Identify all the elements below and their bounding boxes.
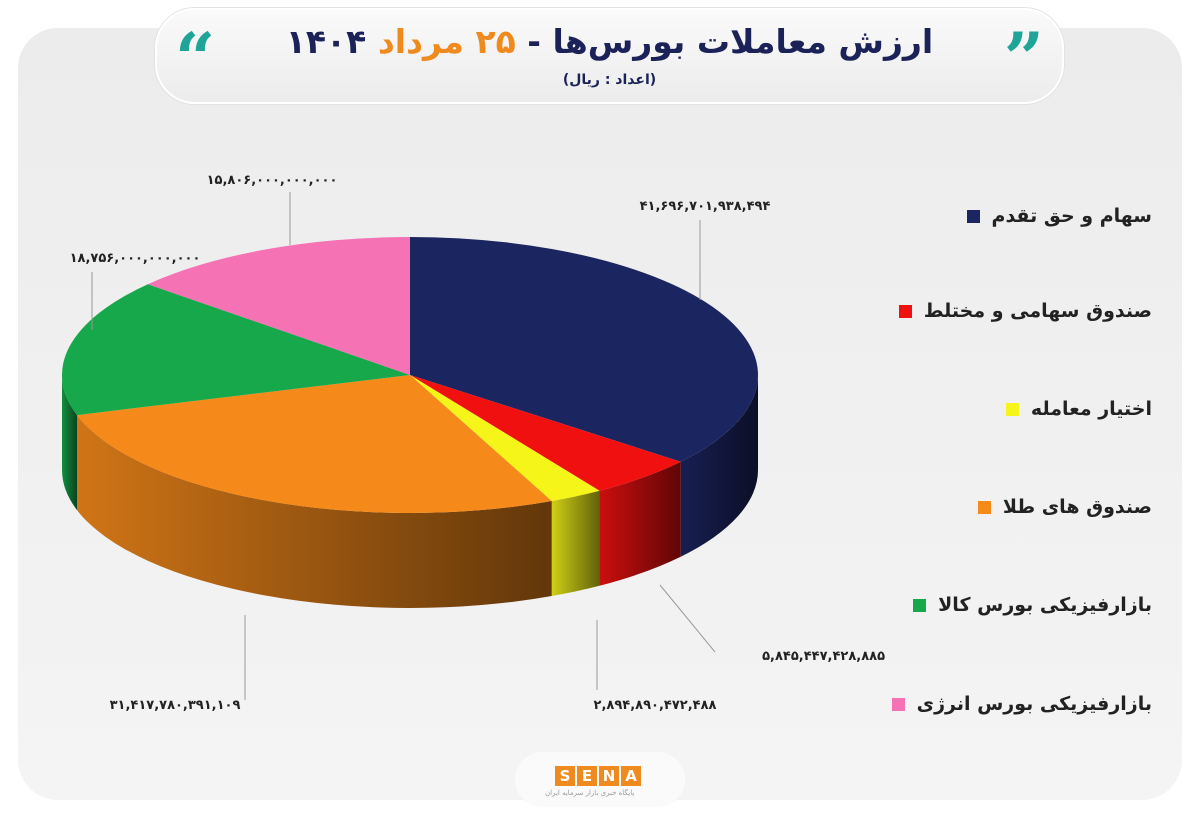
legend-label: صندوق های طلا <box>1002 496 1152 518</box>
legend-label: بازارفیزیکی بورس کالا <box>938 594 1152 616</box>
logo-letter: N <box>599 766 619 786</box>
legend-swatch <box>891 697 905 711</box>
title-year: ۱۴۰۴ <box>285 22 367 61</box>
pie-slice-side <box>62 375 77 511</box>
logo-letter: S <box>555 766 575 786</box>
pie-slice <box>62 284 410 416</box>
data-label: ۱۵,۸۰۶,۰۰۰,۰۰۰,۰۰۰ <box>207 173 338 188</box>
title-main: ارزش معاملات بورس‌ها - <box>515 22 934 61</box>
logo-letter: A <box>621 766 641 786</box>
legend-swatch <box>977 500 991 514</box>
pie-slice <box>76 375 552 514</box>
data-label: ۲,۸۹۴,۸۹۰,۴۷۲,۴۸۸ <box>594 698 717 713</box>
data-label: ۳۱,۴۱۷,۷۸۰,۳۹۱,۱۰۹ <box>110 698 241 713</box>
legend-swatch <box>898 304 912 318</box>
legend-item: بازارفیزیکی بورس انرژی <box>891 693 1152 715</box>
data-label: ۱۸,۷۵۶,۰۰۰,۰۰۰,۰۰۰ <box>70 251 201 266</box>
legend-swatch <box>1005 402 1019 416</box>
pie-slice-side <box>599 461 681 586</box>
close-quote-icon: ” <box>1003 17 1044 100</box>
open-quote-icon: “ <box>175 17 216 100</box>
title-date: ۲۵ مرداد <box>377 22 516 61</box>
legend-label: بازارفیزیکی بورس انرژی <box>916 693 1152 715</box>
legend-label: اختیار معامله <box>1030 398 1152 420</box>
pie-slice <box>410 375 600 502</box>
pie-slice-side <box>680 375 758 557</box>
title-card: “ ” ارزش معاملات بورس‌ها - ۲۵ مرداد ۱۴۰۴… <box>155 8 1064 104</box>
chart-title: ارزش معاملات بورس‌ها - ۲۵ مرداد ۱۴۰۴ <box>157 22 1062 61</box>
pie-slice-side <box>551 490 600 597</box>
legend-swatch <box>966 209 980 223</box>
legend-item: صندوق های طلا <box>977 496 1152 518</box>
pie-slice <box>147 237 410 375</box>
legend-swatch <box>913 598 927 612</box>
data-label: ۴۱,۶۹۶,۷۰۱,۹۳۸,۴۹۴ <box>640 199 771 214</box>
chart-subtitle: (اعداد : ریال) <box>562 72 657 88</box>
legend-item: اختیار معامله <box>1005 398 1152 420</box>
pie-slice-side <box>76 415 552 608</box>
data-label: ۵,۸۴۵,۴۴۷,۴۲۸,۸۸۵ <box>762 649 885 664</box>
pie-slice <box>410 237 758 462</box>
legend-label: سهام و حق تقدم <box>991 205 1152 227</box>
legend-label: صندوق سهامی و مختلط <box>923 300 1152 322</box>
sena-logo: S E N A پایگاه خبری بازار سرمایه ایران <box>515 752 685 807</box>
legend-item: صندوق سهامی و مختلط <box>898 300 1152 322</box>
legend-item: سهام و حق تقدم <box>966 205 1152 227</box>
pie-slice <box>410 375 681 491</box>
legend-item: بازارفیزیکی بورس کالا <box>913 594 1152 616</box>
logo-letter: E <box>577 766 597 786</box>
leader-line <box>659 584 716 653</box>
logo-subtitle: پایگاه خبری بازار سرمایه ایران <box>545 789 635 797</box>
